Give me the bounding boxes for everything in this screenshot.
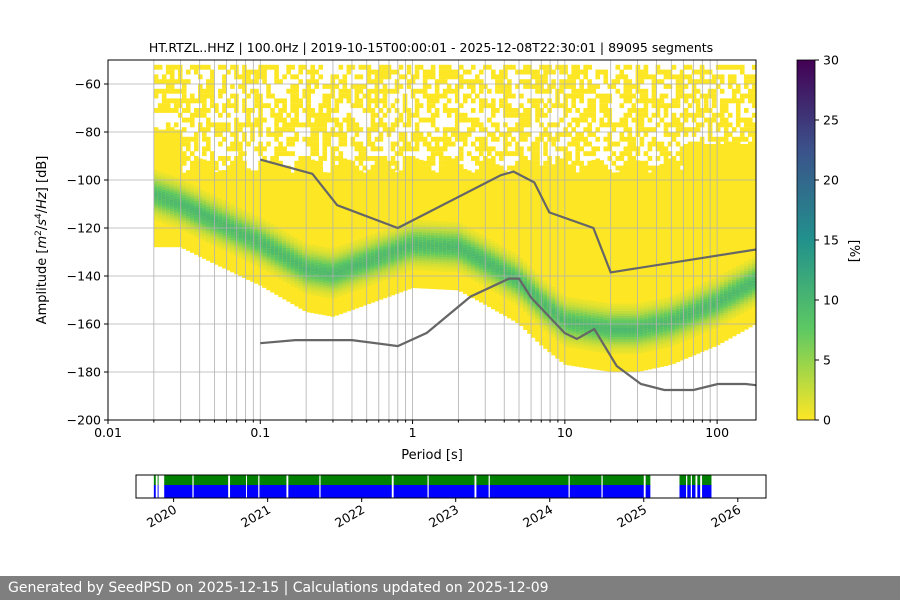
x-tick-label: 0.01 <box>94 425 122 440</box>
coverage-bar-bottom <box>679 485 696 498</box>
nhnm-line <box>260 158 756 274</box>
nlnm-line <box>260 277 756 392</box>
colorbar-tick-label: 5 <box>823 353 831 368</box>
x-tick-label: 0.1 <box>250 425 270 440</box>
y-tick-label: −80 <box>75 125 101 140</box>
x-tick-label: 10 <box>557 425 573 440</box>
coverage-bar-top <box>702 475 712 485</box>
timeline-tick-label: 2026 <box>708 502 743 531</box>
coverage-gap <box>427 475 429 498</box>
timeline-tick-label: 2025 <box>614 502 649 531</box>
coverage-bar-bottom <box>164 485 229 498</box>
coverage-bar-top <box>288 475 392 485</box>
timeline-tick-label: 2024 <box>520 502 555 531</box>
grid <box>108 60 756 420</box>
y-axis-label: Amplitude [m2/s4/Hz] [dB] <box>34 156 50 325</box>
coverage-bar-bottom <box>153 485 156 498</box>
coverage-bar-bottom <box>393 485 475 498</box>
y-tick-label: −60 <box>75 77 101 92</box>
timeline-tick-label: 2021 <box>238 502 273 531</box>
coverage-bar-top <box>697 475 701 485</box>
y-tick-label: −120 <box>67 221 101 236</box>
coverage-gap <box>568 475 570 498</box>
coverage-bar-top <box>393 475 475 485</box>
coverage-bar-top <box>246 475 287 485</box>
y-tick-label: −160 <box>67 317 101 332</box>
coverage-gap <box>690 475 692 498</box>
colorbar-axis: 0 5 10 15 20 25 30 <box>815 53 839 428</box>
coverage-bar-top <box>157 475 159 485</box>
chart-title: HT.RTZL..HHZ | 100.0Hz | 2019-10-15T00:0… <box>149 40 713 55</box>
colorbar-tick-label: 20 <box>823 173 839 188</box>
coverage-bar-bottom <box>645 485 651 498</box>
plot-frame <box>107 59 757 421</box>
coverage-bar-bottom <box>230 485 247 498</box>
x-axis-label: Period [s] <box>401 448 463 463</box>
colorbar-label: [%] <box>846 240 861 263</box>
x-tick-label: 100 <box>705 425 729 440</box>
timeline-axis: 2020 2021 2022 2023 2024 2025 2026 <box>144 498 743 531</box>
y-tick-label: −100 <box>67 173 101 188</box>
coverage-bar-bottom <box>697 485 701 498</box>
noise-model-lines <box>260 158 756 392</box>
psd-figure: HT.RTZL..HHZ | 100.0Hz | 2019-10-15T00:0… <box>34 40 861 531</box>
coverage-gap <box>258 475 260 498</box>
coverage-bar-bottom <box>702 485 712 498</box>
colorbar-tick-label: 10 <box>823 293 839 308</box>
coverage-gap <box>192 475 194 498</box>
coverage-bar-top <box>153 475 156 485</box>
coverage-gap <box>488 475 490 498</box>
coverage-bar-top <box>164 475 229 485</box>
coverage-bar-top <box>476 475 644 485</box>
footer-text: Generated by SeedPSD on 2025-12-15 | Cal… <box>8 580 549 596</box>
coverage-bar-top <box>679 475 696 485</box>
coverage-bar-bottom <box>157 485 159 498</box>
colorbar <box>796 59 816 421</box>
y-tick-label: −140 <box>67 269 101 284</box>
coverage-bar-bottom <box>476 485 644 498</box>
coverage-gap <box>319 475 321 498</box>
colorbar-tick-label: 25 <box>823 113 839 128</box>
axes: 0.01 0.1 1 10 100 −200 −180 −160 −140 −120 −100 −80… <box>67 77 729 441</box>
timeline-tick-label: 2022 <box>332 502 367 531</box>
footer-bar: Generated by SeedPSD on 2025-12-15 | Cal… <box>0 576 900 600</box>
y-tick-label: −200 <box>67 413 101 428</box>
colorbar-tick-label: 15 <box>823 233 839 248</box>
timeline-frame <box>135 474 767 499</box>
x-tick-label: 1 <box>409 425 417 440</box>
coverage-bar-bottom <box>288 485 392 498</box>
coverage-gap <box>686 475 688 498</box>
data-availability-timeline <box>153 475 712 498</box>
coverage-gap <box>601 475 603 498</box>
timeline-tick-label: 2023 <box>426 502 461 531</box>
coverage-bar-top <box>645 475 651 485</box>
timeline-tick-label: 2020 <box>144 502 179 531</box>
density-heatmap <box>153 64 756 372</box>
colorbar-tick-label: 30 <box>823 53 839 68</box>
y-tick-label: −180 <box>67 365 101 380</box>
colorbar-tick-label: 0 <box>823 413 831 428</box>
coverage-bar-bottom <box>246 485 287 498</box>
coverage-bar-top <box>230 475 247 485</box>
